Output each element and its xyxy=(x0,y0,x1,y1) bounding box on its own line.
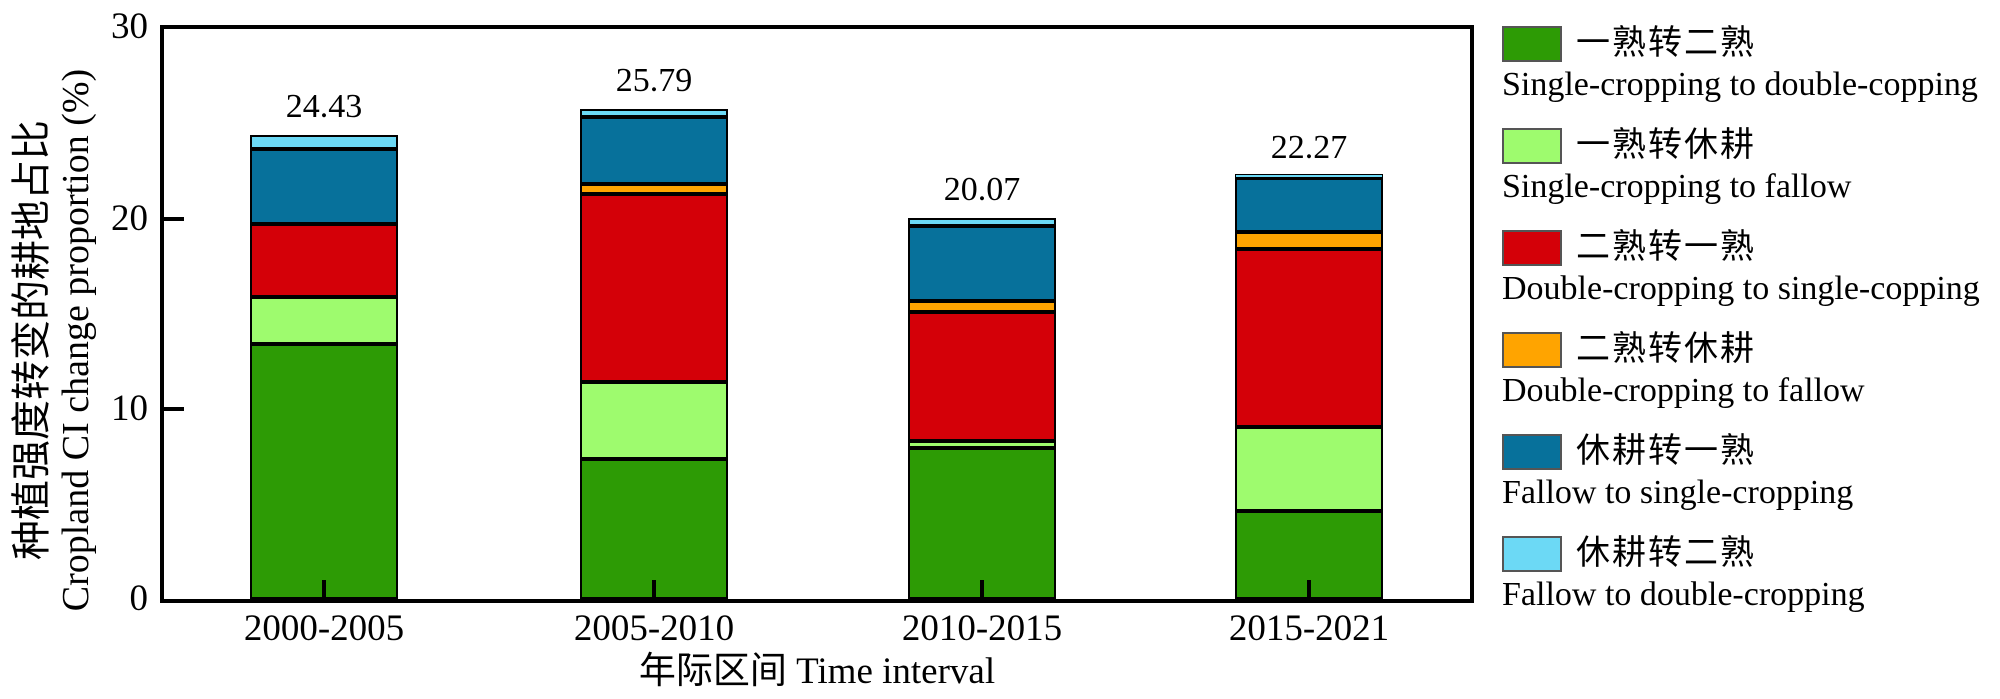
bar-segment xyxy=(908,311,1056,442)
legend-label-cn: 休耕转二熟 xyxy=(1576,535,1756,572)
bar-segment xyxy=(1235,248,1383,428)
bar-segment xyxy=(908,301,1056,312)
bar-segment xyxy=(250,223,398,297)
y-axis-tick xyxy=(164,407,184,411)
y-axis-tick xyxy=(164,217,184,221)
bar-segment xyxy=(580,117,728,184)
y-tick-label-0: 0 xyxy=(129,578,149,619)
legend-swatch-fallow-to-double xyxy=(1502,536,1562,572)
y-tick-label-10: 10 xyxy=(111,388,148,429)
bar-total-label: 22.27 xyxy=(1270,128,1348,166)
bar-segment xyxy=(250,149,398,224)
legend-item-single-to-double: 一熟转二熟 Single-cropping to double-copping xyxy=(1502,26,1998,104)
legend-swatch-fallow-to-single xyxy=(1502,434,1562,470)
x-axis-tick xyxy=(652,580,656,599)
bar-segment xyxy=(908,217,1056,227)
legend-label-en: Single-cropping to double-copping xyxy=(1502,66,1978,103)
x-category-2015-2021: 2015-2021 xyxy=(1228,608,1390,649)
x-category-2010-2015: 2010-2015 xyxy=(901,608,1063,649)
y-axis-title-chinese-text: 种植强度转变的耕地占比 xyxy=(9,120,54,560)
x-axis-tick xyxy=(980,580,984,599)
bar-segment xyxy=(250,344,398,599)
legend-item-double-to-fallow: 二熟转休耕 Double-cropping to fallow xyxy=(1502,332,1998,410)
bar-segment xyxy=(1235,427,1383,512)
legend-swatch-double-to-single xyxy=(1502,230,1562,266)
bar-segment xyxy=(580,193,728,383)
legend-label-cn: 二熟转休耕 xyxy=(1576,331,1756,368)
plot-area xyxy=(164,29,1470,599)
legend-label-cn: 二熟转一熟 xyxy=(1576,229,1756,266)
x-category-2005-2010: 2005-2010 xyxy=(573,608,735,649)
bar-segment xyxy=(250,296,398,345)
legend-label-en: Double-cropping to single-copping xyxy=(1502,270,1980,307)
legend-label-cn: 一熟转二熟 xyxy=(1576,25,1756,62)
bar-total-label: 24.43 xyxy=(285,87,363,125)
bar-segment xyxy=(1235,178,1383,232)
bar-segment xyxy=(250,134,398,150)
legend-label-en: Single-cropping to fallow xyxy=(1502,168,1852,205)
legend-swatch-double-to-fallow xyxy=(1502,332,1562,368)
bar-segment xyxy=(1235,231,1383,249)
bar-segment xyxy=(580,109,728,118)
bar-segment xyxy=(908,226,1056,302)
legend-label-en: Fallow to double-cropping xyxy=(1502,576,1865,613)
legend-swatch-single-to-fallow xyxy=(1502,128,1562,164)
bar-total-label: 20.07 xyxy=(943,170,1021,208)
y-axis-title-chinese: 种植强度转变的耕地占比 xyxy=(2,10,54,670)
legend-item-single-to-fallow: 一熟转休耕 Single-cropping to fallow xyxy=(1502,128,1998,206)
bar-segment xyxy=(908,441,1056,449)
legend-label-cn: 休耕转一熟 xyxy=(1576,433,1756,470)
x-axis-tick xyxy=(1307,580,1311,599)
x-axis-tick xyxy=(322,580,326,599)
x-category-2000-2005: 2000-2005 xyxy=(243,608,405,649)
y-axis-title-english: Cropland CI change proportion (%) xyxy=(50,10,102,670)
x-axis-title: 年际区间 Time interval xyxy=(638,651,996,692)
bar-total-label: 25.79 xyxy=(615,61,693,99)
legend-label-en: Double-cropping to fallow xyxy=(1502,372,1865,409)
y-axis-title-english-text: Cropland CI change proportion (%) xyxy=(55,68,98,612)
y-tick-label-20: 20 xyxy=(111,198,148,239)
legend-item-fallow-to-double: 休耕转二熟 Fallow to double-cropping xyxy=(1502,536,1998,614)
legend-label-en: Fallow to single-cropping xyxy=(1502,474,1854,511)
legend-item-double-to-single: 二熟转一熟 Double-cropping to single-copping xyxy=(1502,230,1998,308)
bar-segment xyxy=(580,183,728,194)
legend-label-cn: 一熟转休耕 xyxy=(1576,127,1756,164)
bar-segment xyxy=(580,382,728,460)
bar-segment xyxy=(580,459,728,599)
legend-item-fallow-to-single: 休耕转一熟 Fallow to single-cropping xyxy=(1502,434,1998,512)
bar-segment xyxy=(908,448,1056,599)
legend: 一熟转二熟 Single-cropping to double-copping … xyxy=(1502,26,1998,638)
legend-swatch-single-to-double xyxy=(1502,26,1562,62)
y-tick-label-30: 30 xyxy=(111,6,148,47)
bar-segment xyxy=(1235,174,1383,179)
